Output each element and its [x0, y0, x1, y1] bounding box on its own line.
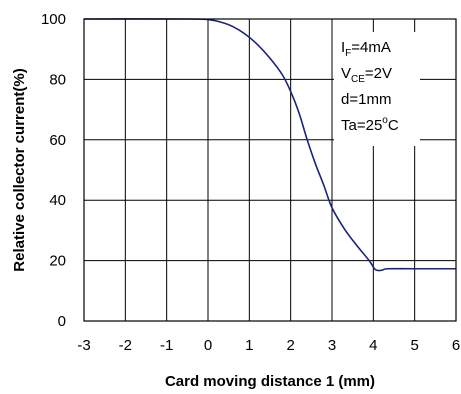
x-tick-labels: -3 -2 -1 0 1 2 3 4 5 6 — [77, 337, 460, 354]
x-tick-label: 0 — [204, 337, 212, 354]
x-axis-title: Card moving distance 1 (mm) — [165, 373, 375, 390]
y-axis-title: Relative collector current(%) — [11, 68, 28, 271]
y-tick-label: 0 — [58, 313, 66, 330]
series-line — [83, 18, 456, 272]
condition-d: d=1mm — [341, 91, 391, 108]
y-tick-labels: 0 20 40 60 80 100 — [41, 11, 66, 330]
condition-ta: Ta=25oC — [341, 115, 399, 134]
condition-if: IF=4mA — [341, 39, 391, 59]
x-tick-label: 3 — [328, 337, 336, 354]
x-tick-label: 2 — [286, 337, 294, 354]
x-tick-label: 6 — [452, 337, 460, 354]
y-tick-label: 60 — [49, 132, 66, 149]
y-tick-label: 20 — [49, 253, 66, 270]
condition-vce: VCE=2V — [341, 65, 392, 85]
conditions-box — [334, 32, 420, 146]
x-tick-label: 1 — [245, 337, 253, 354]
plot-frame — [83, 18, 457, 322]
y-tick-label: 40 — [49, 192, 66, 209]
x-tick-label: -2 — [119, 337, 132, 354]
y-tick-label: 80 — [49, 71, 66, 88]
x-tick-label: -3 — [77, 337, 90, 354]
x-tick-label: 4 — [369, 337, 377, 354]
x-tick-label: 5 — [410, 337, 418, 354]
x-tick-label: -1 — [160, 337, 173, 354]
y-tick-label: 100 — [41, 11, 66, 28]
